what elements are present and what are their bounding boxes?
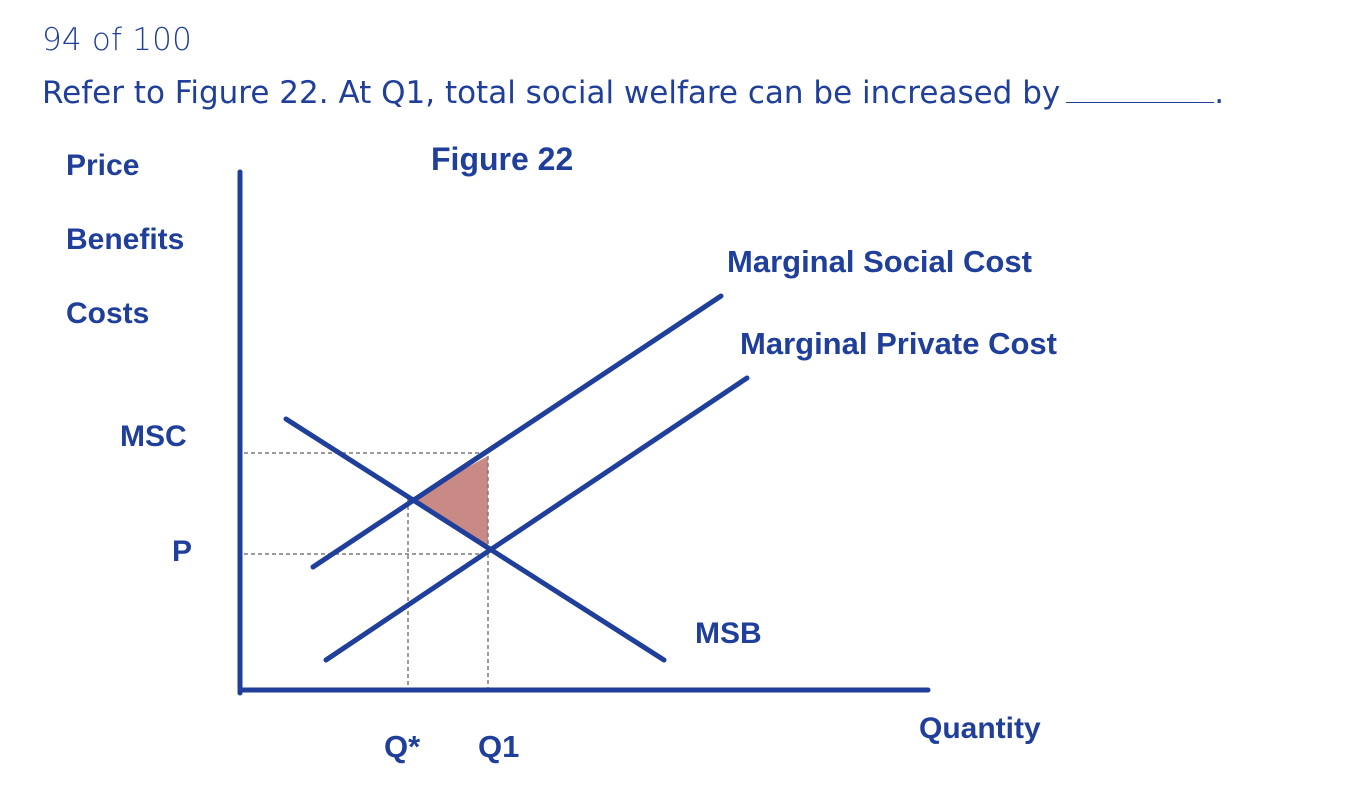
marginal-social-benefit-curve xyxy=(283,416,667,663)
question-prompt: Refer to Figure 22. At Q1, total social … xyxy=(42,74,1224,111)
marginal-private-cost-curve xyxy=(323,375,750,663)
q-star-tick-label: Q* xyxy=(384,729,421,764)
marginal-private-cost-label: Marginal Private Cost xyxy=(740,326,1057,361)
marginal-social-cost-curve xyxy=(310,293,724,570)
question-trailing: . xyxy=(1214,75,1225,111)
msb-label: MSB xyxy=(695,617,762,650)
marginal-social-cost-label: Marginal Social Cost xyxy=(727,244,1032,279)
y-axis-label-price: Price xyxy=(66,149,139,182)
y-axis-label-costs: Costs xyxy=(66,297,149,330)
q1-tick-label: Q1 xyxy=(478,729,519,764)
question-text: Refer to Figure 22. At Q1, total social … xyxy=(42,75,1061,111)
x-axis-label-quantity: Quantity xyxy=(919,712,1041,745)
msc-price-tick-label: MSC xyxy=(120,420,187,453)
question-counter: 94 of 100 xyxy=(42,22,193,58)
figure-title: Figure 22 xyxy=(431,141,573,177)
y-axis-label-benefits: Benefits xyxy=(66,223,184,256)
deadweight-loss-triangle xyxy=(410,456,488,551)
p-price-tick-label: P xyxy=(172,535,192,568)
answer-blank xyxy=(1066,74,1215,103)
